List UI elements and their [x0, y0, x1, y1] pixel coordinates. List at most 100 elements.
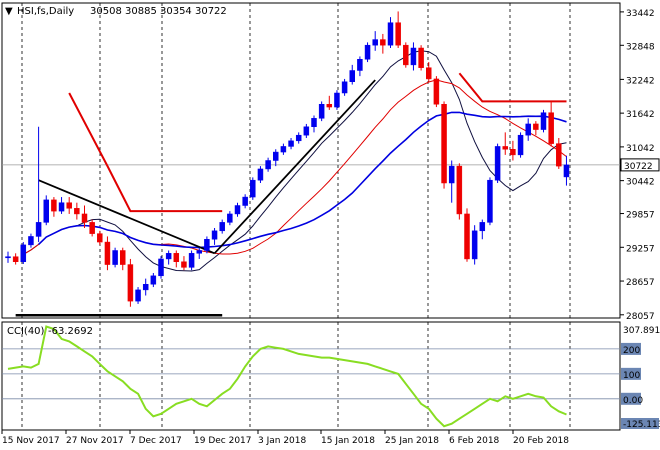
candle-body	[127, 264, 134, 302]
candle-body	[280, 146, 287, 153]
date-label: 15 Nov 2017	[2, 436, 60, 446]
candle-body	[51, 199, 57, 212]
candle-body	[12, 256, 19, 262]
candle-body	[556, 143, 562, 167]
resistance-step-line	[458, 72, 567, 103]
candle-body	[464, 213, 470, 260]
uptrend-line	[213, 79, 376, 254]
candle-body	[142, 284, 149, 291]
candle-body	[158, 258, 164, 277]
cci-max-label: 307.8919	[623, 326, 660, 336]
candle-body	[563, 164, 570, 178]
candle-body	[525, 123, 531, 136]
candle-body	[410, 47, 417, 66]
ohlc-readout: 30508 30885 30354 30722	[90, 6, 227, 17]
candle-body	[257, 168, 264, 181]
moving-average-slow	[38, 111, 567, 249]
candle-body	[548, 112, 554, 144]
price-tick-label: 32848	[626, 42, 655, 52]
candle-body	[357, 59, 363, 71]
current-price-box	[620, 158, 660, 172]
price-tick-label: 29257	[626, 244, 655, 254]
candle-body	[227, 213, 233, 223]
price-tick-label: 31042	[626, 144, 655, 154]
candle-body	[219, 222, 225, 232]
date-label: 3 Jan 2018	[258, 436, 306, 446]
candle-body	[487, 179, 493, 223]
date-label: 7 Dec 2017	[130, 436, 182, 446]
candle-body	[20, 244, 27, 262]
candle-body	[433, 78, 440, 105]
candle-body	[288, 140, 294, 147]
price-tick-label: 30442	[626, 178, 655, 188]
date-label: 25 Jan 2018	[385, 436, 439, 446]
date-label: 19 Dec 2017	[194, 436, 252, 446]
cci-min-box	[621, 418, 659, 429]
cci-level-box	[621, 392, 641, 405]
moving-average-fast	[23, 50, 567, 272]
candle-body	[188, 253, 195, 268]
date-label: 15 Jan 2018	[321, 436, 375, 446]
candle-body	[97, 233, 103, 243]
candle-body	[533, 123, 539, 130]
candle-body	[28, 236, 34, 246]
cci-level-box	[621, 342, 641, 355]
candle-body	[81, 213, 88, 223]
cci-level-label: 0.00	[623, 396, 643, 406]
candle-body	[349, 70, 355, 82]
candle-body	[204, 239, 210, 251]
candle-body	[196, 250, 202, 254]
candle-body	[265, 160, 271, 170]
candle-body	[181, 261, 187, 268]
candle-body	[273, 151, 279, 161]
date-label: 27 Nov 2017	[66, 436, 124, 446]
candle-body	[395, 22, 401, 46]
candle-body	[471, 230, 478, 260]
price-axis: 33442 32848 32242 31642 31042 30442 29857 29257…	[620, 9, 660, 322]
price-tick-label: 31642	[626, 110, 655, 120]
date-label: 20 Feb 2018	[513, 436, 569, 446]
cci-line	[7, 325, 567, 428]
candle-body	[211, 230, 218, 240]
candle-body	[510, 149, 516, 156]
candle-body	[43, 199, 49, 223]
candle-body	[120, 250, 126, 265]
time-axis: 15 Nov 2017 27 Nov 2017 7 Dec 2017 19 Dec 2…	[1, 430, 569, 446]
candle-body	[418, 47, 424, 68]
price-tick-label: 33442	[626, 9, 655, 19]
candle-body	[58, 202, 65, 212]
cci-plot: 200 100 0.00 -125.113	[2, 325, 660, 430]
candle-body	[303, 126, 310, 136]
candle-body	[295, 134, 302, 142]
candle-body	[112, 250, 118, 265]
candle-body	[448, 165, 455, 184]
current-price-label: 30722	[624, 162, 653, 172]
candle-body	[372, 39, 378, 46]
candle-body	[426, 67, 432, 80]
candle-body	[479, 222, 486, 232]
candle-body	[5, 256, 11, 259]
grid	[2, 3, 620, 430]
price-tick-label: 29857	[626, 211, 655, 221]
candle-body	[334, 92, 340, 108]
candle-body	[173, 253, 180, 262]
candle-body	[494, 146, 501, 181]
candle-body	[311, 118, 317, 127]
cci-label: CCI(40)	[7, 326, 45, 337]
candle-body	[540, 112, 547, 130]
cci-value: -63.2692	[48, 326, 93, 337]
cci-min-label: -125.113	[623, 420, 660, 430]
candle-body	[326, 104, 333, 108]
price-panel	[1, 2, 621, 319]
price-tick-label: 28057	[626, 312, 655, 322]
indicator-lines	[15, 50, 567, 317]
chart-title: HSI,fs,Daily	[17, 6, 74, 17]
downtrend-line	[38, 179, 215, 255]
cci-level-label: 100	[623, 371, 640, 381]
candle-body	[242, 196, 248, 206]
candle-body	[318, 104, 325, 119]
candle-body	[380, 39, 386, 46]
candle-body	[441, 104, 447, 184]
cci-level-label: 200	[623, 346, 640, 356]
